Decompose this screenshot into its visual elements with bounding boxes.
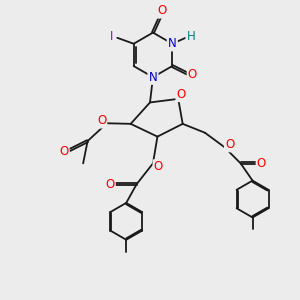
Text: O: O	[188, 68, 197, 82]
Text: O: O	[105, 178, 115, 191]
Text: O: O	[97, 114, 106, 128]
Text: O: O	[157, 4, 167, 17]
Text: O: O	[177, 88, 186, 101]
Text: O: O	[59, 145, 68, 158]
Text: N: N	[148, 71, 157, 84]
Text: H: H	[187, 30, 195, 43]
Text: N: N	[168, 37, 177, 50]
Text: I: I	[110, 30, 113, 43]
Text: O: O	[225, 138, 234, 151]
Text: O: O	[257, 157, 266, 170]
Text: O: O	[154, 160, 163, 173]
